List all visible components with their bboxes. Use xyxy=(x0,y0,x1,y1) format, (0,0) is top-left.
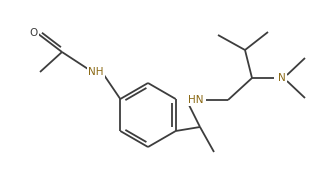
Text: NH: NH xyxy=(88,67,104,77)
Text: N: N xyxy=(278,73,286,83)
Text: HN: HN xyxy=(188,95,204,105)
Text: O: O xyxy=(30,28,38,38)
